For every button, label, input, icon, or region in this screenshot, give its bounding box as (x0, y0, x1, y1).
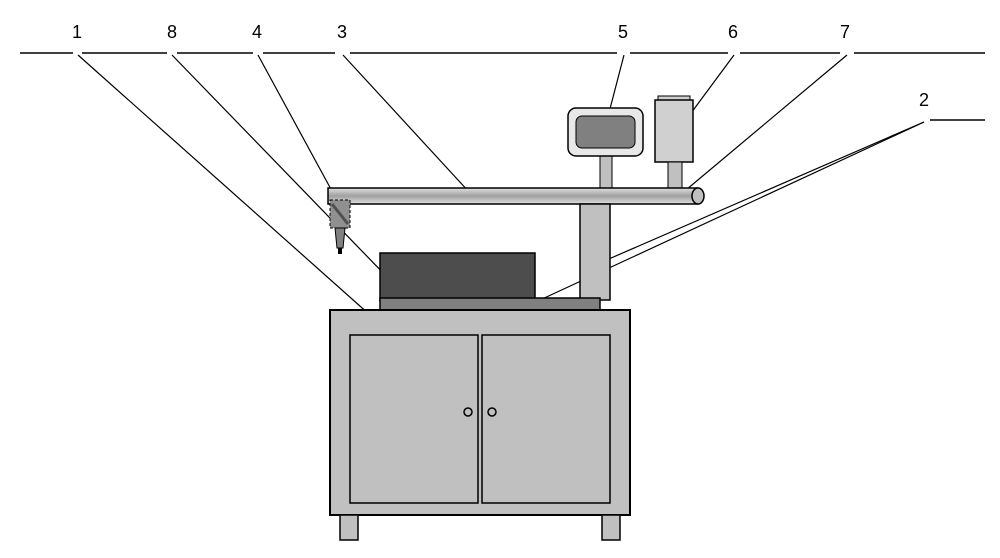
diagram-canvas: 1 8 4 3 5 6 7 2 (0, 0, 1000, 558)
label-1: 1 (72, 22, 82, 43)
machine-diagram-svg (0, 0, 1000, 558)
label-6: 6 (728, 22, 738, 43)
label-8: 8 (167, 22, 177, 43)
label-5: 5 (618, 22, 628, 43)
label-2: 2 (919, 90, 929, 111)
label-4: 4 (252, 22, 262, 43)
machine (328, 96, 704, 540)
label-7: 7 (840, 22, 850, 43)
label-baselines (20, 53, 985, 120)
label-3: 3 (337, 22, 347, 43)
